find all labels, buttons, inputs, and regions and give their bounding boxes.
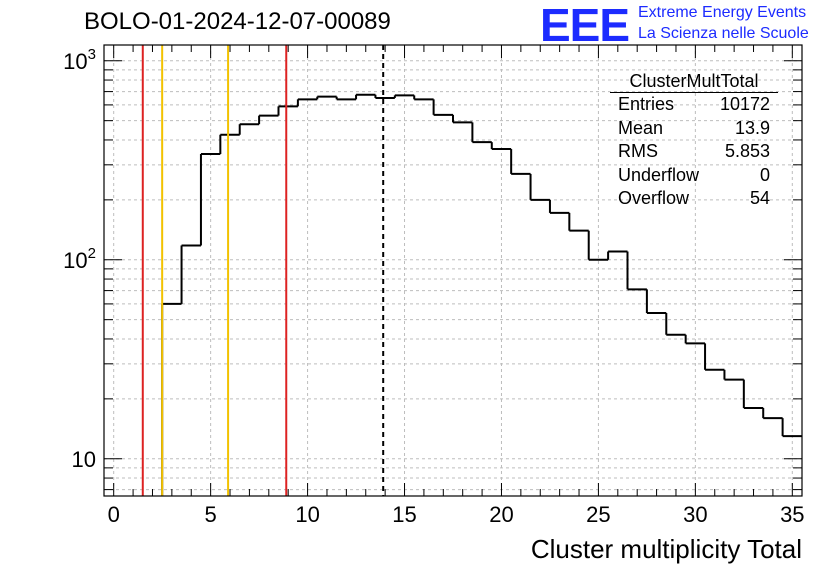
stats-label: Mean xyxy=(618,117,664,138)
x-tick-label: 10 xyxy=(295,502,319,527)
stats-label: Entries xyxy=(618,94,675,114)
logo-caption-line1: Extreme Energy Events xyxy=(638,4,807,21)
stats-value: 5.853 xyxy=(724,141,770,161)
x-tick-label: 35 xyxy=(780,502,804,527)
stats-title: ClusterMultTotal xyxy=(610,70,778,93)
stats-label: RMS xyxy=(618,141,658,161)
y-tick-label: 103 xyxy=(63,46,96,74)
axes-layer: 0 5 10 15 20 25 30 35 10 102 103 xyxy=(63,44,805,527)
x-tick-label: 30 xyxy=(683,502,707,527)
stats-row: Entries 10172 xyxy=(610,93,778,117)
x-tick-label: 25 xyxy=(586,502,610,527)
stats-box: ClusterMultTotal Entries 10172 Mean 13.9… xyxy=(610,70,778,211)
stats-value: 10172 xyxy=(719,94,770,114)
stats-row: RMS 5.853 xyxy=(610,140,778,164)
stats-row: Overflow 54 xyxy=(610,187,778,211)
plot-frame xyxy=(103,44,803,497)
x-tick-label: 20 xyxy=(489,502,513,527)
cut-lines-layer xyxy=(141,45,385,496)
stats-row: Mean 13.9 xyxy=(610,117,778,141)
chart-title: BOLO-01-2024-12-07-00089 xyxy=(84,8,391,35)
y-tick-label: 10 xyxy=(72,447,96,472)
x-tick-label: 5 xyxy=(205,502,217,527)
x-tick-label: 15 xyxy=(392,502,416,527)
logo-caption-line2: La Scienza nelle Scuole xyxy=(638,25,809,42)
stats-label: Overflow xyxy=(618,188,690,208)
stats-label: Underflow xyxy=(618,164,700,185)
stats-row: Underflow 0 xyxy=(610,164,778,188)
x-tick-label: 0 xyxy=(108,502,120,527)
y-tick-label: 102 xyxy=(63,245,96,273)
eee-logo: EEE xyxy=(540,0,630,51)
stats-value: 13.9 xyxy=(734,117,770,138)
stats-value: 0 xyxy=(759,164,770,185)
x-axis-label: Cluster multiplicity Total xyxy=(530,534,802,564)
stats-value: 54 xyxy=(749,188,770,208)
